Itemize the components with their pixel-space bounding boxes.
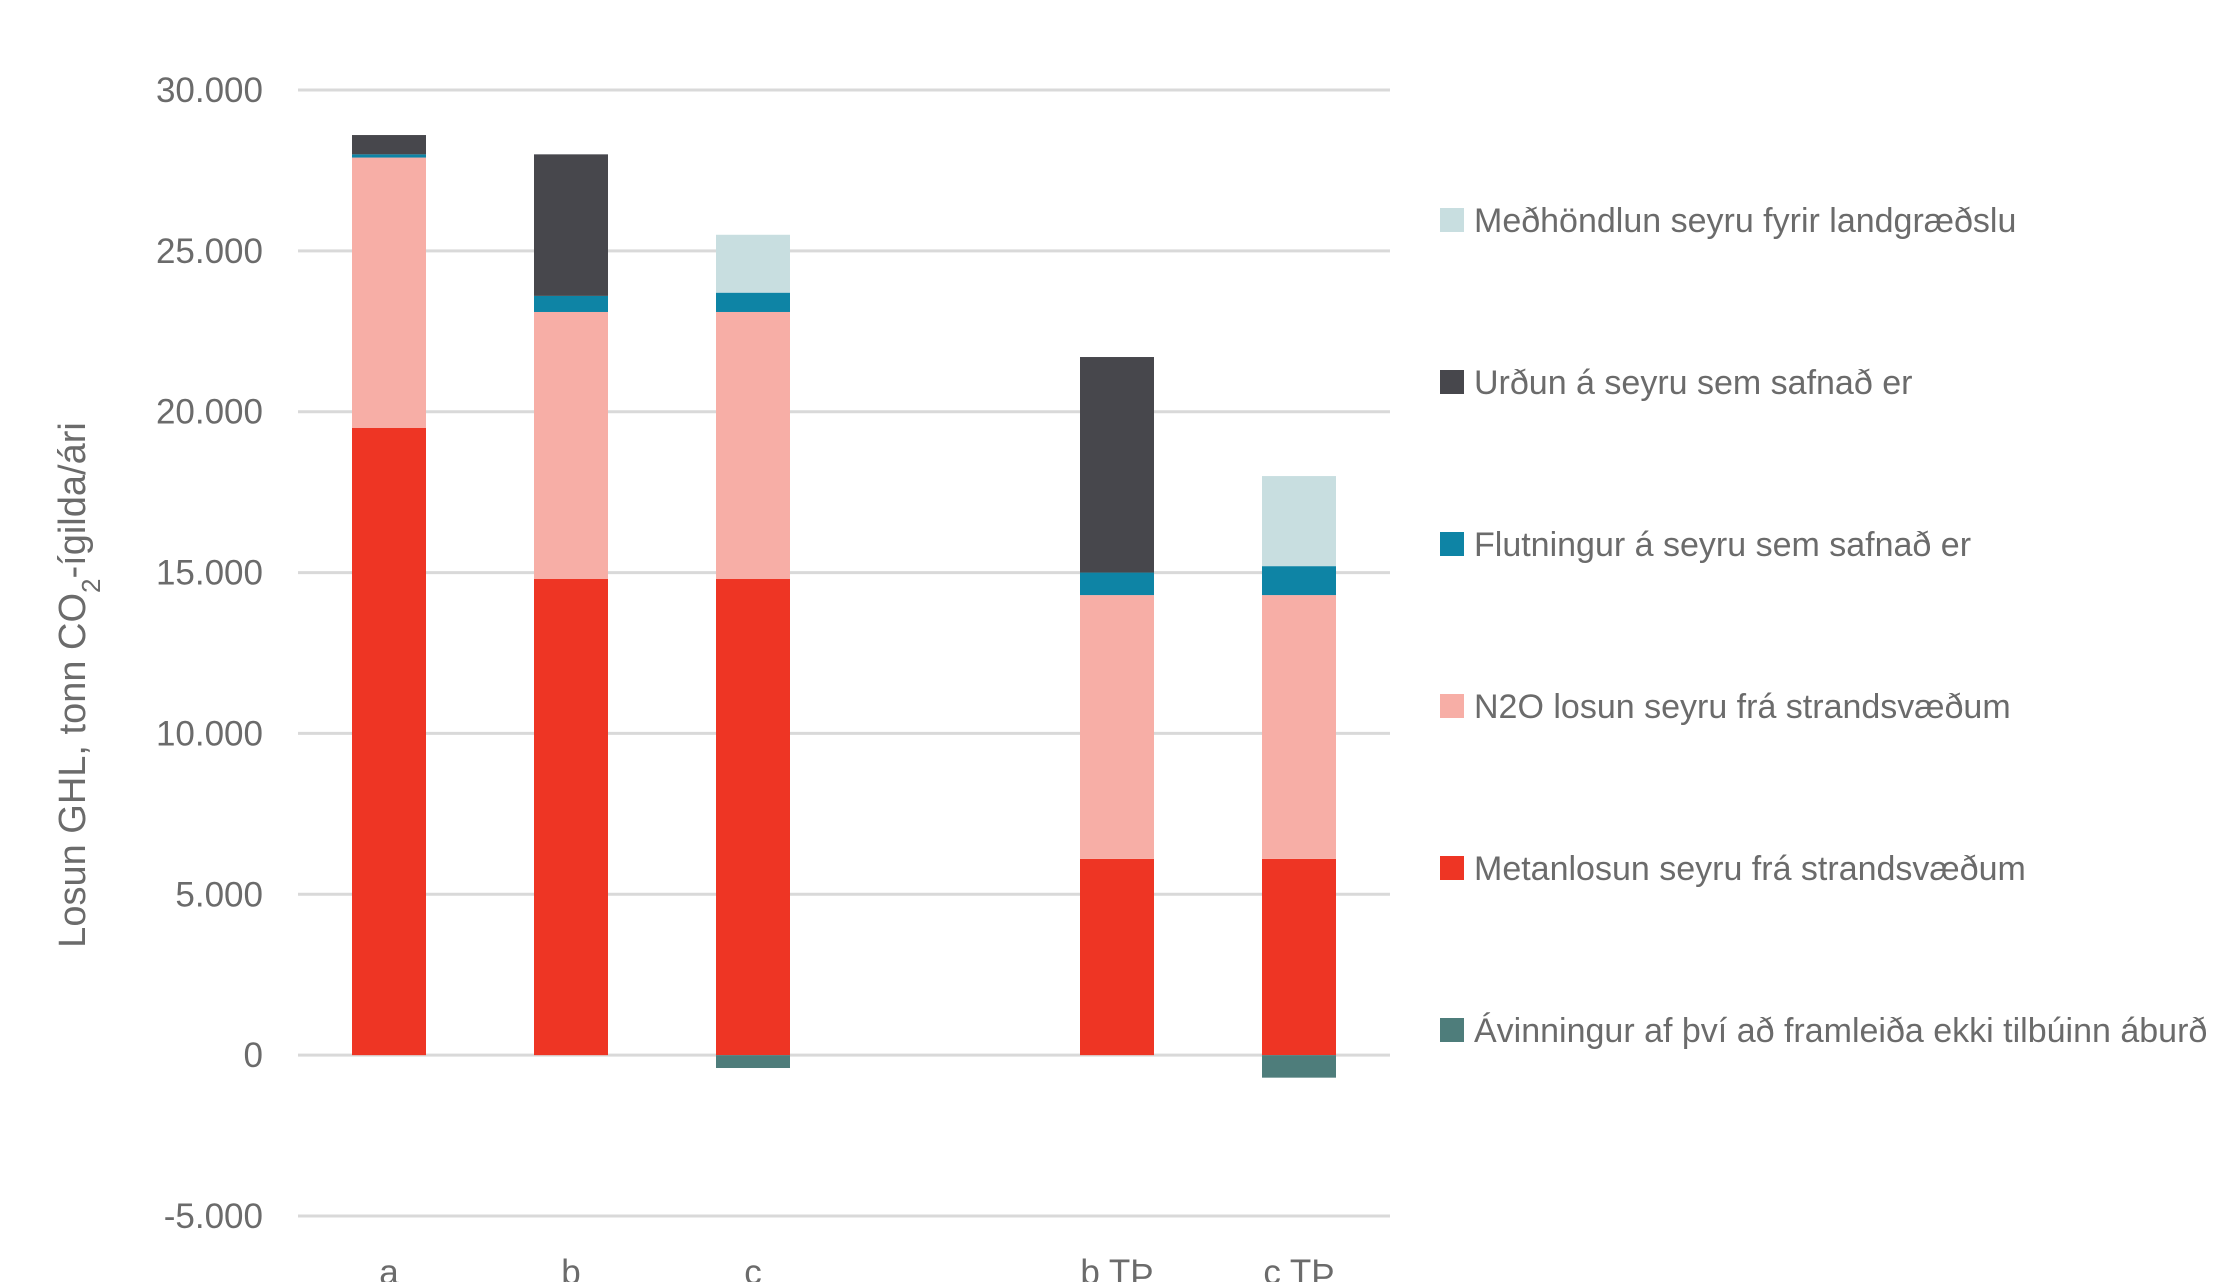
y-tick-label: 30.000 [156, 71, 263, 110]
bar-segment [534, 154, 608, 296]
y-tick-label: 25.000 [156, 232, 263, 271]
bar-segment [1262, 476, 1336, 567]
y-axis-title-main: Losun GHL, tonn CO [52, 593, 94, 948]
bar-segment [534, 295, 608, 312]
bar-segment [534, 579, 608, 1056]
gridlines [298, 88, 1390, 1218]
bar-segment [1262, 566, 1336, 596]
bar-segment [1080, 595, 1154, 859]
bar-segment [352, 157, 426, 428]
bar-segment [534, 311, 608, 580]
legend-label: Meðhöndlun seyru fyrir landgræðslu [1474, 202, 2017, 240]
legend-swatch [1440, 694, 1464, 718]
legend-label: Urðun á seyru sem safnað er [1474, 364, 1913, 402]
bar-segment [716, 1055, 790, 1069]
bar-segment [1080, 858, 1154, 1056]
y-axis-ticks: 30.000 25.000 20.000 15.000 10.000 5.000 0 -5.0… [156, 71, 263, 1236]
bar-segment [352, 135, 426, 155]
x-tick-label: b [561, 1253, 580, 1282]
y-tick-label: 15.000 [156, 554, 263, 593]
y-axis-title-suffix: -ígilda/ári [52, 422, 94, 578]
bar-segment [716, 579, 790, 1056]
y-tick-label: -5.000 [164, 1197, 263, 1236]
legend-item: Ávinningur af því að framleiða ekki tilb… [1440, 1010, 2214, 1057]
legend-swatch [1440, 1018, 1464, 1042]
x-tick-label: c TÞ [1263, 1253, 1334, 1282]
bar-segment [1080, 572, 1154, 596]
x-tick-label: b TÞ [1080, 1253, 1153, 1282]
legend-label: N2O losun seyru frá strandsvæðum [1474, 688, 2011, 726]
legend: Meðhöndlun seyru fyrir landgræðslu Urðun … [1440, 0, 2219, 1282]
legend-label: Flutningur á seyru sem safnað er [1474, 526, 1972, 564]
legend-item: Meðhöndlun seyru fyrir landgræðslu [1440, 200, 2214, 247]
bar-segment [352, 154, 426, 158]
y-axis-title-subscript: 2 [76, 578, 106, 592]
legend-label: Metanlosun seyru frá strandsvæðum [1474, 850, 2026, 888]
x-axis-ticks: a b c b TÞ c TÞ [379, 1253, 1334, 1282]
y-tick-label: 0 [244, 1036, 263, 1075]
legend-item: Metanlosun seyru frá strandsvæðum [1440, 848, 2214, 895]
bar-segment [716, 311, 790, 580]
legend-item: Urðun á seyru sem safnað er [1440, 362, 2214, 409]
x-tick-label: a [379, 1253, 399, 1282]
y-tick-label: 5.000 [175, 875, 263, 914]
bar-segment [1262, 595, 1336, 859]
legend-item: Flutningur á seyru sem safnað er [1440, 524, 2214, 571]
legend-swatch [1440, 856, 1464, 880]
legend-label: Ávinningur af því að framleiða ekki tilb… [1474, 1012, 2208, 1050]
y-axis-title: Losun GHL, tonn CO2-ígilda/ári [52, 422, 106, 948]
legend-swatch [1440, 532, 1464, 556]
bar-segment [1262, 858, 1336, 1056]
bar-segment [716, 292, 790, 312]
legend-item: N2O losun seyru frá strandsvæðum [1440, 686, 2214, 733]
x-tick-label: c [744, 1253, 762, 1282]
legend-swatch [1440, 208, 1464, 232]
bars [352, 135, 1336, 1078]
bar-segment [1262, 1055, 1336, 1078]
bar-segment [716, 234, 790, 293]
y-tick-label: 10.000 [156, 714, 263, 753]
bar-segment [1080, 357, 1154, 573]
legend-swatch [1440, 370, 1464, 394]
y-tick-label: 20.000 [156, 393, 263, 432]
bar-segment [352, 427, 426, 1056]
